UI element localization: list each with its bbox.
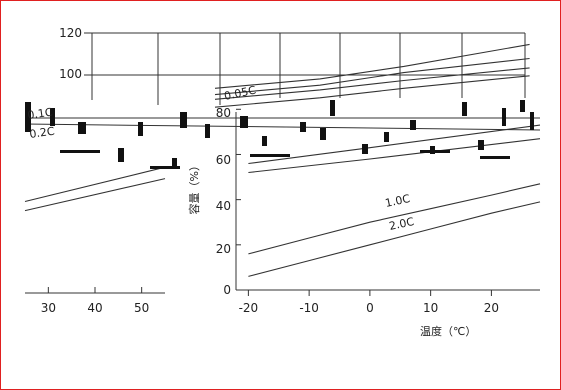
lower-right-series-line-unlabeled-2 <box>248 124 541 165</box>
y-tick-label-100: 100 <box>59 67 82 81</box>
x-tick-label-40: 40 <box>87 301 102 315</box>
lower-right-series-line-unlabeled-3 <box>248 138 541 174</box>
upper-series-line-0.2C <box>214 75 530 108</box>
series-label-0.05C: 0.05C <box>223 83 257 102</box>
artifact-block-14 <box>410 120 416 130</box>
artifact-block-1 <box>50 108 55 126</box>
grid-layer <box>24 32 541 296</box>
lower-right-series-line-1.0C <box>248 183 541 255</box>
artifact-block-20 <box>530 112 534 130</box>
series-label-1.0C: 1.0C <box>384 192 412 210</box>
artifact-block-16 <box>462 102 467 116</box>
artifact-block-26 <box>172 158 177 168</box>
lower-right-series-line-2.0C <box>248 201 541 277</box>
artifact-block-3 <box>118 148 124 162</box>
x-tick-label-50: 50 <box>134 301 149 315</box>
artifact-block-2 <box>78 122 86 134</box>
y-tick-label-120: 120 <box>59 26 82 40</box>
artifact-block-21 <box>60 150 100 153</box>
artifact-block-25 <box>480 156 510 159</box>
upper-series-line-0.05C <box>214 43 530 89</box>
artifact-block-17 <box>478 140 484 150</box>
series-label-0.1C: 0.1C <box>27 106 54 122</box>
artifact-block-10 <box>320 128 326 140</box>
series-layer <box>24 43 541 277</box>
artifact-block-8 <box>262 136 267 146</box>
x-tick-label-10: 10 <box>423 301 438 315</box>
artifact-block-24 <box>420 150 450 153</box>
artifact-block-5 <box>180 112 187 128</box>
artifact-block-4 <box>138 122 143 136</box>
lower-left-series-line-0 <box>24 166 166 203</box>
y-tick-label-40: 40 <box>216 199 231 213</box>
artifact-block-0 <box>25 102 31 132</box>
scan-artifacts <box>25 100 534 169</box>
y-axis-label: 容量（%） <box>187 160 201 214</box>
y-tick-label-0: 0 <box>223 283 231 297</box>
artifact-block-12 <box>362 144 368 154</box>
artifact-block-6 <box>205 124 210 138</box>
upper-series-line-0.1C <box>214 67 530 100</box>
y-tick-label-60: 60 <box>216 153 231 167</box>
artifact-block-19 <box>520 100 525 112</box>
artifact-block-9 <box>300 122 306 132</box>
x-tick-label-30: 30 <box>41 301 56 315</box>
artifact-block-22 <box>150 166 180 169</box>
artifact-block-23 <box>250 154 290 157</box>
x-tick-label-0: 0 <box>366 301 374 315</box>
x-tick-label--20: -20 <box>239 301 259 315</box>
artifact-block-7 <box>240 116 248 128</box>
lower-left-series-line-1 <box>24 178 166 212</box>
x-tick-label--10: -10 <box>299 301 319 315</box>
x-axis-label: 温度（℃） <box>420 324 476 338</box>
upper-series-line-unlabeled-1 <box>214 57 530 96</box>
artifact-block-18 <box>502 108 506 126</box>
artifact-block-13 <box>384 132 389 142</box>
x-tick-label-20: 20 <box>484 301 499 315</box>
panel-separator-line-2 <box>24 123 541 131</box>
artifact-block-11 <box>330 100 335 116</box>
series-label-0.2C: 0.2C <box>29 125 56 141</box>
series-label-2.0C: 2.0C <box>388 215 416 233</box>
y-tick-label-20: 20 <box>216 242 231 256</box>
y-tick-label-80: 80 <box>216 106 231 120</box>
text-layer: 120 100 80 60 40 20 0 容量（%） 温度（℃） 0.05C … <box>27 26 499 338</box>
